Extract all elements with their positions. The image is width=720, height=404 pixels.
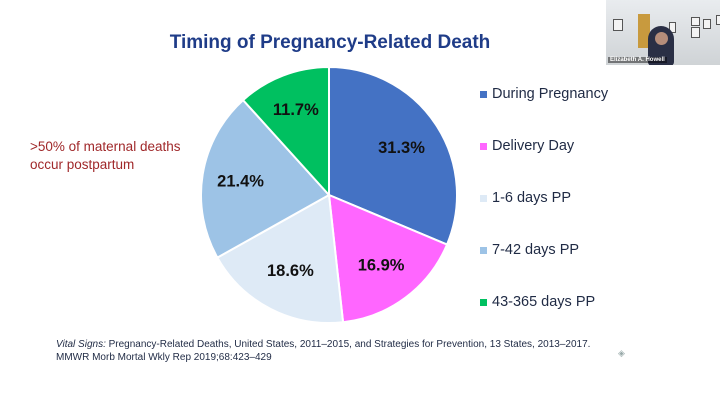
citation-line-1-text: Pregnancy-Related Deaths, United States,…: [105, 339, 591, 350]
pie-slice-2: [327, 193, 449, 324]
pie-slice-5: [241, 65, 330, 198]
annotation-line-2: occur postpartum: [30, 157, 135, 172]
pie-slice-3: [215, 193, 345, 324]
pie-data-label-1: 31.3%: [378, 139, 425, 157]
citation: Vital Signs: Pregnancy-Related Deaths, U…: [56, 338, 590, 364]
annotation-line-1: >50% of maternal deaths: [30, 139, 181, 154]
legend-label: 7-42 days PP: [492, 242, 580, 258]
legend-swatch: [480, 90, 487, 98]
citation-line-1: Vital Signs: Pregnancy-Related Deaths, U…: [56, 338, 590, 351]
citation-italic: Vital Signs:: [56, 339, 106, 350]
legend-item-3: 1-6 days PP: [480, 190, 571, 206]
legend-swatch: [480, 194, 487, 202]
pie-slice-4: [200, 98, 331, 259]
pie-data-label-5: 11.7%: [273, 101, 319, 119]
legend-label: Delivery Day: [492, 138, 575, 154]
postpartum-annotation: >50% of maternal deaths occur postpartum: [30, 138, 180, 174]
participant-name: Elizabeth A. Howell: [608, 57, 667, 63]
participant-face: [655, 32, 668, 45]
legend-swatch: [480, 298, 487, 306]
legend-swatch: [480, 246, 487, 254]
citation-line-2: MMWR Morb Mortal Wkly Rep 2019;68:423–42…: [56, 352, 272, 363]
legend-item-1: During Pregnancy: [480, 86, 608, 102]
pie-slice-1: [328, 65, 458, 246]
legend-item-2: Delivery Day: [480, 138, 574, 154]
legend-label: 43-365 days PP: [492, 294, 596, 310]
legend-item-5: 43-365 days PP: [480, 294, 595, 310]
legend-label: During Pregnancy: [492, 86, 609, 102]
legend-swatch: [480, 142, 487, 150]
pie-data-label-2: 16.9%: [358, 257, 405, 275]
legend-label: 1-6 days PP: [492, 190, 571, 206]
diamond-nav-icon[interactable]: ◈: [618, 348, 625, 358]
pie-data-label-3: 18.6%: [267, 262, 314, 280]
legend-item-4: 7-42 days PP: [480, 242, 579, 258]
chart-title: Timing of Pregnancy-Related Death: [169, 32, 491, 53]
pie-data-label-4: 21.4%: [217, 173, 264, 191]
participant-video[interactable]: Elizabeth A. Howell: [606, 0, 720, 65]
